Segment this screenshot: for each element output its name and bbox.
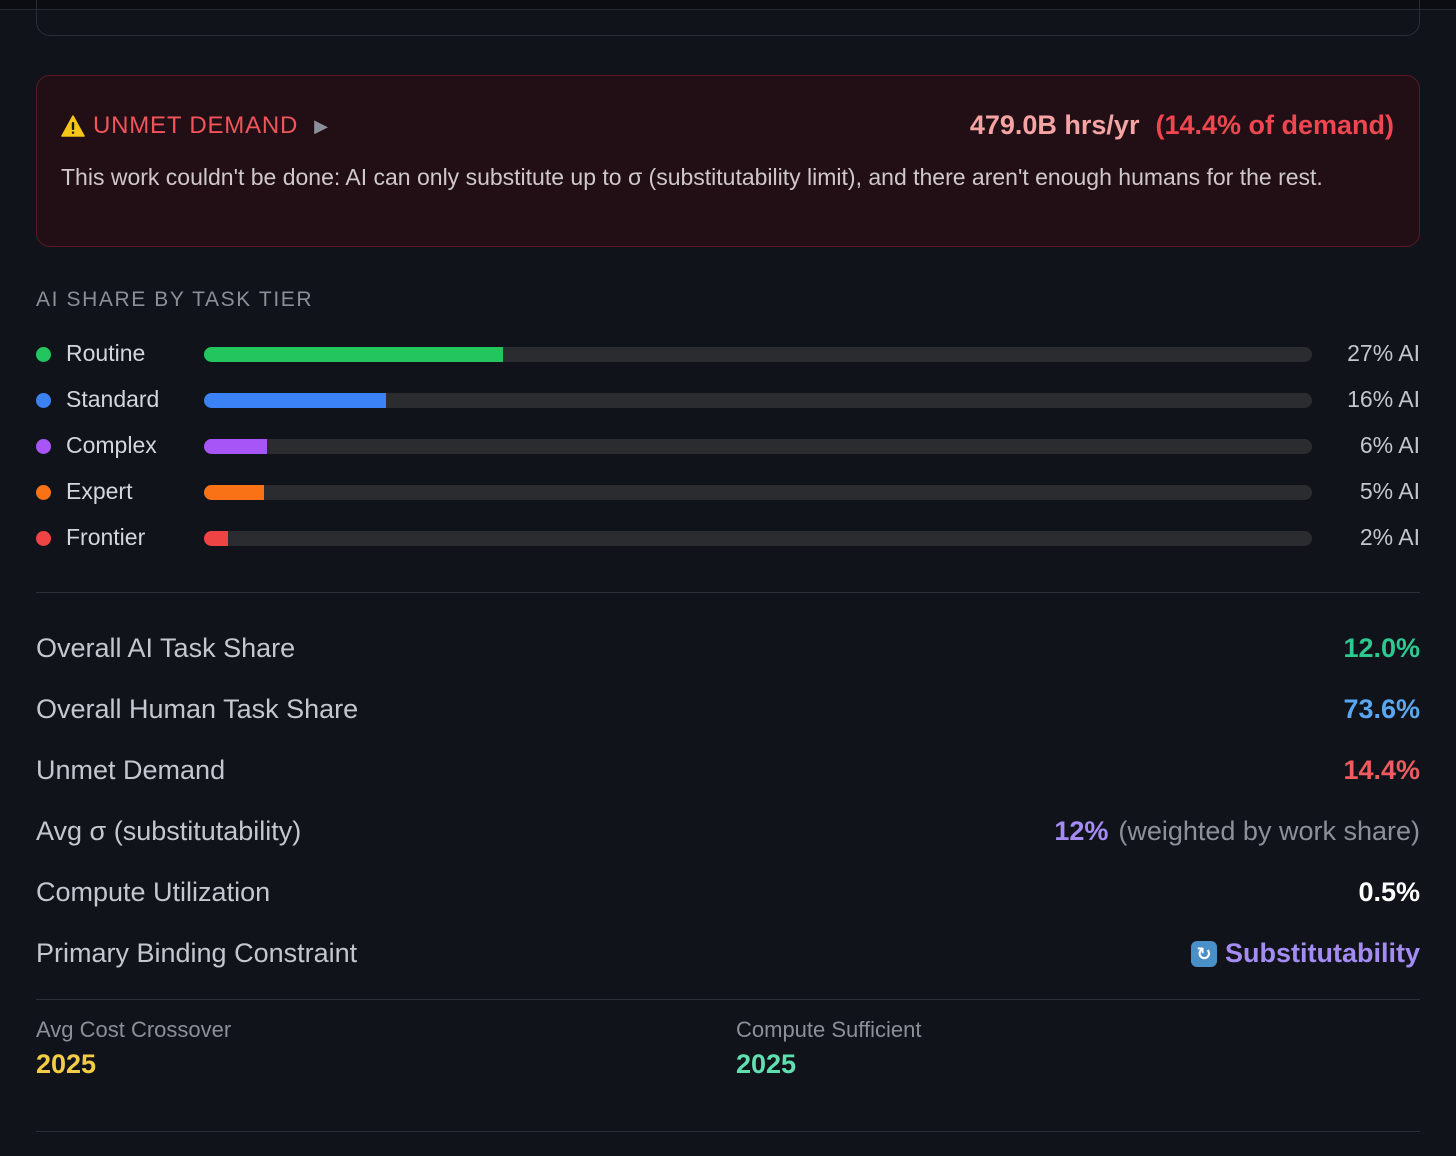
tier-share-label: 2% AI [1359,524,1420,550]
stat-value-text: 73.6% [1343,694,1420,724]
stat-label: Overall Human Task Share [36,694,359,724]
tier-bar-track [204,485,1312,500]
alert-title-row[interactable]: UNMET DEMAND ▶ [61,112,328,140]
stat-value: ↻ Substitutability [1191,938,1420,969]
compute-sufficient-label: Compute Sufficient [736,1017,922,1042]
stat-row-overall-human-task-share: Overall Human Task Share 73.6% [36,694,1420,730]
compute-sufficient-value: 2025 [736,1049,797,1079]
alert-value-row: 479.0B hrs/yr (14.4% of demand) [970,110,1394,141]
tier-bar-fill [204,485,264,500]
stat-value: 0.5% [1358,877,1420,908]
stat-label: Unmet Demand [36,755,226,785]
tier-row-complex: Complex 6% AI [36,431,1420,461]
tier-row-expert: Expert 5% AI [36,477,1420,507]
stat-label: Overall AI Task Share [36,633,296,663]
stat-value-text: 14.4% [1343,755,1420,785]
avg-cost-crossover-value: 2025 [36,1049,97,1079]
previous-card [36,0,1420,36]
tier-row-routine: Routine 27% AI [36,339,1420,369]
alert-title: UNMET DEMAND [93,112,299,139]
tier-name: Routine [66,340,146,366]
tier-bar-fill [204,347,504,362]
alert-description: This work couldn't be done: AI can only … [61,164,1323,190]
tier-bar-track [204,393,1312,408]
tier-bar-fill [204,439,268,454]
stat-label: Avg σ (substitutability) [36,816,302,846]
tier-share-label: 16% AI [1347,386,1420,412]
divider [36,999,1420,1000]
tier-bar-track [204,347,1312,362]
play-icon[interactable]: ▶ [314,115,329,136]
tier-name: Standard [66,386,160,412]
top-bar [0,0,1456,10]
avg-cost-crossover: Avg Cost Crossover 2025 [36,1017,231,1080]
tier-section-heading: AI SHARE BY TASK TIER [36,288,314,311]
swap-icon: ↻ [1191,941,1217,967]
unmet-percent-value: (14.4% of demand) [1155,110,1394,140]
tier-dot-icon [36,347,51,362]
tier-name: Complex [66,432,157,458]
compute-sufficient: Compute Sufficient 2025 [736,1017,921,1080]
tier-bar-track [204,439,1312,454]
tier-dot-icon [36,393,51,408]
avg-cost-crossover-label: Avg Cost Crossover [36,1017,232,1042]
tier-share-label: 5% AI [1359,478,1420,504]
divider [36,592,1420,593]
stat-value-text: 12.0% [1343,633,1420,663]
stat-label: Compute Utilization [36,877,271,907]
stat-value-text: 12% [1054,816,1109,846]
tier-share-label: 27% AI [1347,340,1420,366]
divider [36,1131,1420,1132]
stat-row-primary-binding-constraint: Primary Binding Constraint ↻ Substitutabil… [36,938,1420,974]
stat-row-overall-ai-task-share: Overall AI Task Share 12.0% [36,633,1420,669]
stat-value-text: Substitutability [1225,938,1420,968]
tier-share-label: 6% AI [1359,432,1420,458]
tier-bar-fill [204,531,229,546]
tier-dot-icon [36,485,51,500]
tier-bar-track [204,531,1312,546]
stat-note: (weighted by work share) [1118,816,1420,846]
warning-icon [61,115,85,137]
stat-value: 12.0% [1343,633,1420,664]
stat-value: 12% (weighted by work share) [1054,816,1420,847]
stat-row-avg-substitutability: Avg σ (substitutability) 12% (weighted by … [36,816,1420,852]
tier-name: Expert [66,478,133,504]
unmet-hours-value: 479.0B hrs/yr [969,110,1140,140]
stat-label: Primary Binding Constraint [36,938,358,968]
tier-dot-icon [36,531,51,546]
stat-value: 14.4% [1343,755,1420,786]
tier-row-frontier: Frontier 2% AI [36,523,1420,553]
stat-value-text: 0.5% [1358,877,1420,907]
unmet-demand-alert: UNMET DEMAND ▶ 479.0B hrs/yr (14.4% of d… [36,75,1420,247]
tier-row-standard: Standard 16% AI [36,385,1420,415]
tier-bar-fill [204,393,386,408]
stat-row-compute-utilization: Compute Utilization 0.5% [36,877,1420,913]
stat-value: 73.6% [1343,694,1420,725]
stat-row-unmet-demand: Unmet Demand 14.4% [36,755,1420,791]
tier-dot-icon [36,439,51,454]
tier-name: Frontier [66,524,146,550]
